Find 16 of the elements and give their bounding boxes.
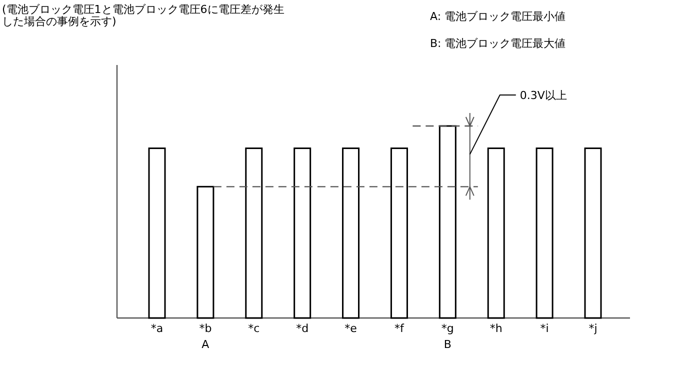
text: A: 電池ブロック電圧最小値 (430, 10, 566, 23)
x-tick-label: *a (150, 322, 164, 335)
text: B (444, 338, 452, 351)
text: A (202, 338, 210, 351)
x-tick-label: *b (199, 322, 212, 335)
x-tick-label: *f (394, 322, 406, 335)
x-tick-label: *g (441, 322, 454, 335)
text: B: 電池ブロック電圧最大値 (430, 37, 566, 50)
x-tick-label: *h (490, 322, 502, 335)
x-tick-label: *i (540, 322, 549, 335)
chart-title: (電池ブロック電圧1と電池ブロック電圧6に電圧差が発生した場合の事例を示す) (2, 3, 286, 28)
x-tick-label: *e (344, 322, 358, 335)
x-tick-label: *j (588, 322, 598, 335)
x-tick-label: *d (296, 322, 309, 335)
x-tick-label: *c (248, 322, 260, 335)
text: 0.3V以上 (520, 89, 567, 102)
